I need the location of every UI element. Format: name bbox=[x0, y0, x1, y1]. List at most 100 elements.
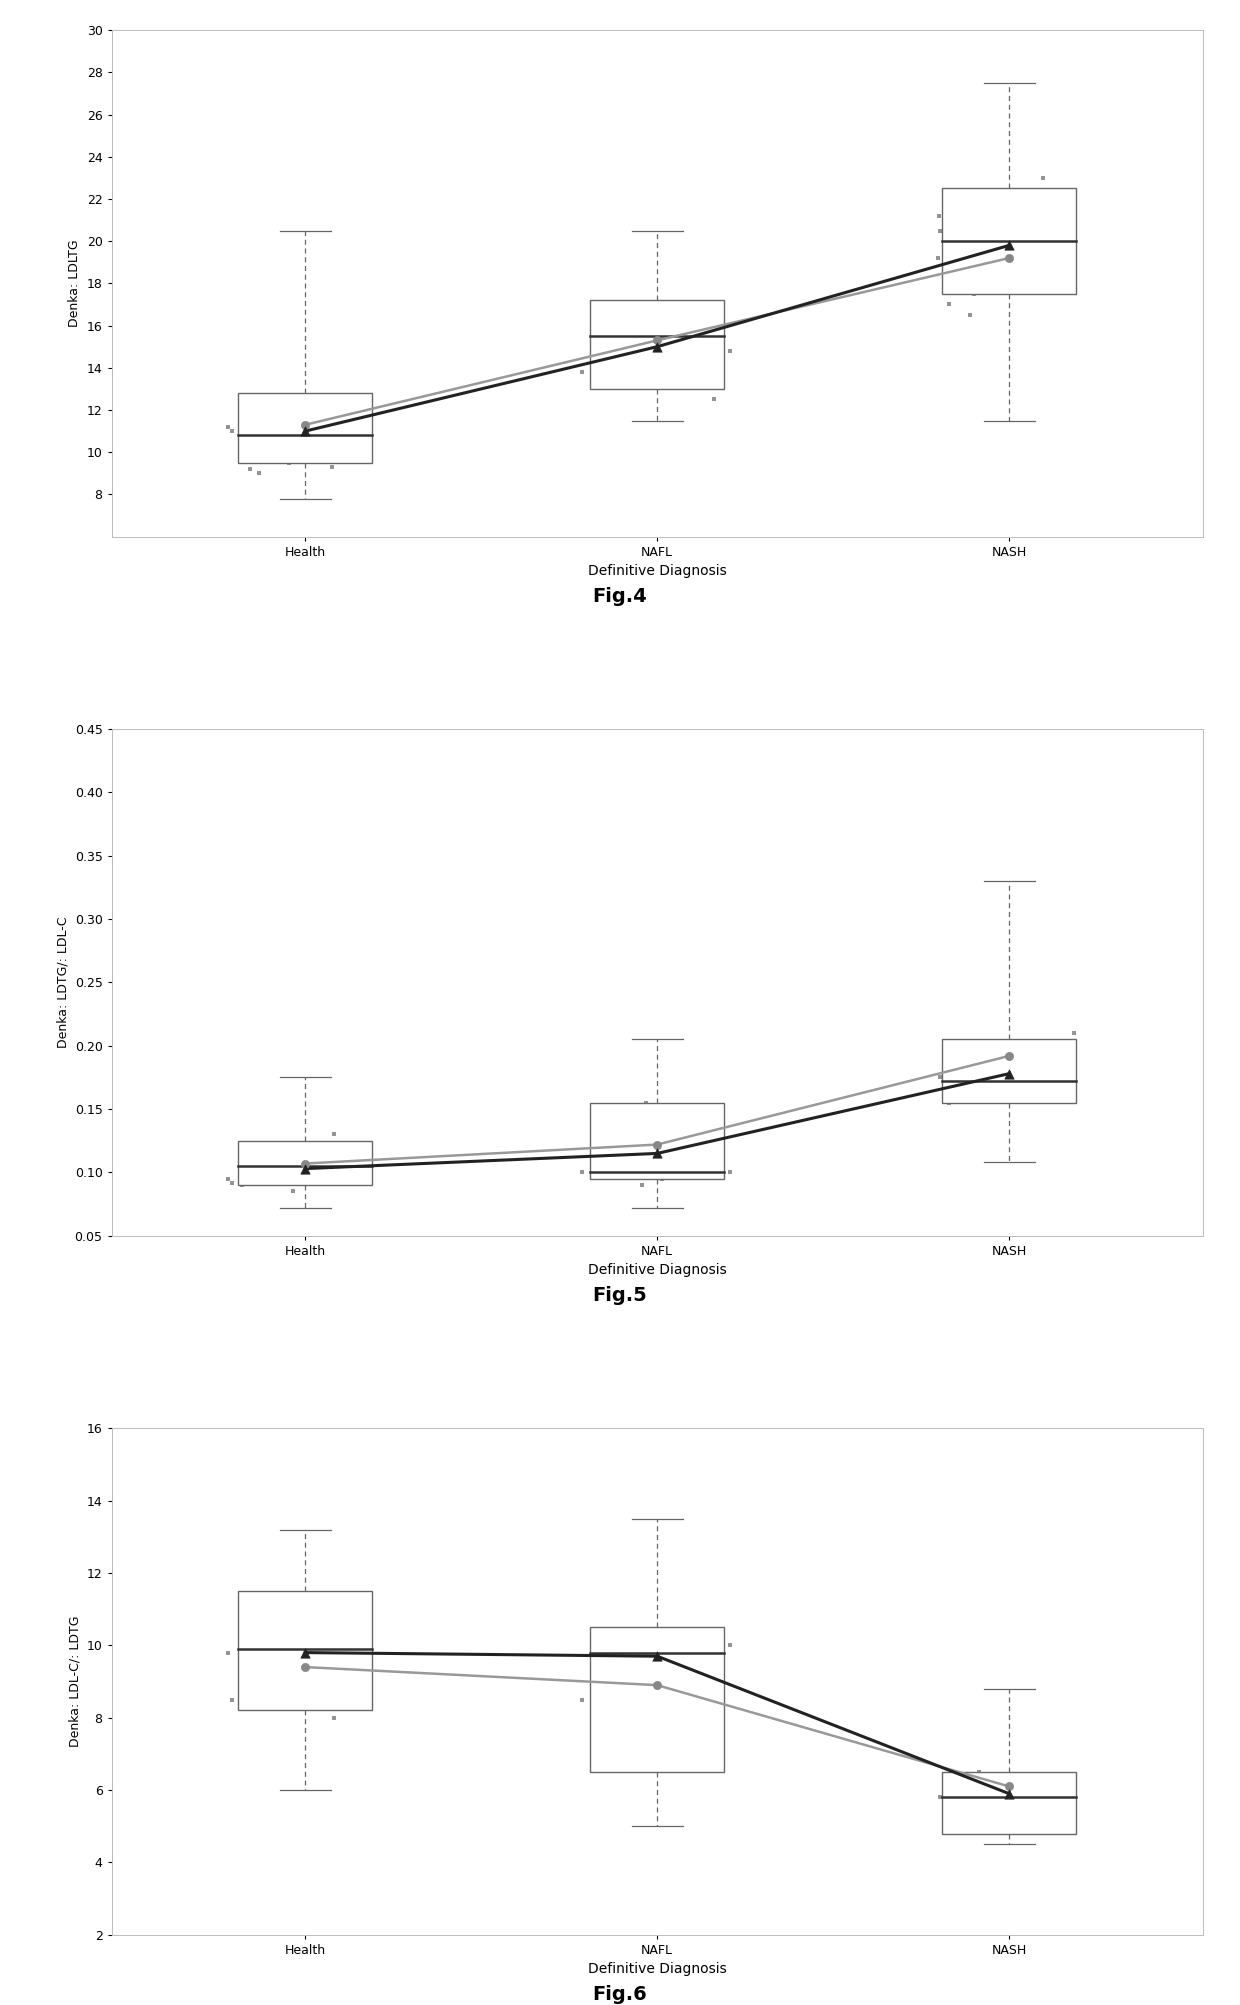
Point bbox=[283, 1600, 303, 1632]
Point bbox=[283, 1157, 303, 1189]
Point bbox=[606, 309, 626, 341]
Point bbox=[939, 1780, 959, 1813]
Point bbox=[968, 1811, 988, 1843]
Point bbox=[353, 437, 373, 469]
Point bbox=[264, 1684, 284, 1716]
Point bbox=[929, 200, 949, 233]
Point bbox=[930, 1780, 950, 1813]
Point bbox=[999, 243, 1019, 275]
Point bbox=[965, 1798, 985, 1831]
Point bbox=[1004, 247, 1024, 279]
Point bbox=[239, 1690, 259, 1722]
Point bbox=[928, 243, 947, 275]
Point bbox=[961, 1770, 981, 1802]
Point bbox=[264, 1131, 284, 1163]
Bar bbox=[238, 1141, 372, 1185]
Point bbox=[279, 1672, 299, 1704]
Point bbox=[653, 331, 673, 363]
X-axis label: Definitive Diagnosis: Definitive Diagnosis bbox=[588, 1263, 727, 1277]
Point bbox=[978, 1075, 998, 1107]
Point bbox=[222, 1684, 242, 1716]
Point bbox=[647, 1640, 667, 1672]
Point bbox=[304, 409, 324, 441]
Point bbox=[1064, 225, 1084, 257]
Point bbox=[283, 1648, 303, 1680]
Point bbox=[1047, 1788, 1066, 1821]
Point bbox=[321, 1133, 341, 1165]
Point bbox=[706, 1636, 725, 1668]
Point bbox=[1056, 1037, 1076, 1069]
Point bbox=[295, 1147, 315, 1179]
Point bbox=[968, 1081, 988, 1113]
Point bbox=[222, 1167, 242, 1199]
Point bbox=[939, 289, 959, 321]
Point bbox=[999, 1057, 1019, 1089]
Point bbox=[999, 1778, 1019, 1811]
Point bbox=[248, 389, 268, 421]
Point bbox=[272, 1666, 291, 1698]
Y-axis label: Denka: LDTG/: LDL-C: Denka: LDTG/: LDL-C bbox=[56, 916, 69, 1049]
Point bbox=[353, 1586, 373, 1618]
Point bbox=[1056, 1811, 1076, 1843]
Point bbox=[644, 1151, 663, 1183]
Point bbox=[572, 1684, 591, 1716]
Point bbox=[248, 1630, 268, 1662]
Point bbox=[249, 1636, 269, 1668]
Point bbox=[1053, 237, 1073, 269]
Point bbox=[955, 1798, 975, 1831]
Point bbox=[930, 1061, 950, 1093]
Point bbox=[295, 1153, 315, 1185]
Y-axis label: Denka: LDLTG: Denka: LDLTG bbox=[68, 239, 81, 327]
Point bbox=[970, 182, 990, 215]
Point bbox=[636, 1087, 656, 1119]
Bar bbox=[238, 393, 372, 463]
Point bbox=[239, 441, 259, 473]
Point bbox=[704, 383, 724, 415]
Point bbox=[720, 1157, 740, 1189]
Point bbox=[965, 279, 985, 311]
Point bbox=[632, 1169, 652, 1201]
Point bbox=[330, 1137, 350, 1169]
Point bbox=[272, 393, 291, 425]
Point bbox=[324, 1119, 343, 1151]
Point bbox=[652, 1648, 672, 1680]
Point bbox=[232, 419, 252, 451]
Point bbox=[1047, 271, 1066, 303]
Point bbox=[330, 441, 350, 473]
Point bbox=[978, 1766, 998, 1798]
Text: Fig.5: Fig.5 bbox=[593, 1285, 647, 1305]
Point bbox=[720, 1630, 740, 1662]
Point bbox=[295, 415, 315, 447]
Point bbox=[647, 1668, 667, 1700]
Point bbox=[232, 1169, 252, 1201]
Point bbox=[652, 1163, 672, 1195]
Point bbox=[651, 321, 671, 353]
Point bbox=[704, 1668, 724, 1700]
Point bbox=[249, 457, 269, 489]
Point bbox=[647, 1129, 667, 1161]
Point bbox=[241, 1658, 260, 1690]
Bar bbox=[590, 1628, 724, 1772]
Point bbox=[999, 1770, 1019, 1802]
Point bbox=[283, 1175, 303, 1207]
Bar bbox=[942, 188, 1076, 295]
Point bbox=[1064, 1792, 1084, 1825]
Point bbox=[644, 1644, 663, 1676]
Point bbox=[651, 1672, 671, 1704]
Point bbox=[965, 1049, 985, 1081]
Point bbox=[636, 341, 656, 373]
Point bbox=[999, 1041, 1019, 1073]
Point bbox=[970, 1756, 990, 1788]
Point bbox=[1033, 1760, 1053, 1792]
Point bbox=[247, 1594, 267, 1626]
Point bbox=[218, 1636, 238, 1668]
Point bbox=[301, 431, 321, 463]
Point bbox=[652, 327, 672, 359]
Point bbox=[970, 1069, 990, 1101]
Point bbox=[999, 229, 1019, 261]
Point bbox=[706, 1131, 725, 1163]
Point bbox=[232, 1612, 252, 1644]
Point bbox=[962, 1802, 982, 1835]
Point bbox=[301, 1163, 321, 1195]
Point bbox=[301, 1648, 321, 1680]
